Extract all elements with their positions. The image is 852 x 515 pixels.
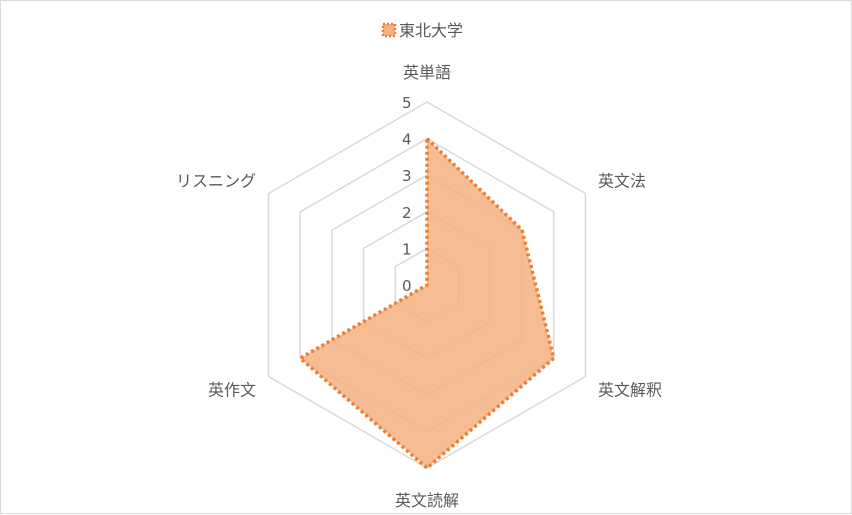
axis-label-3: 英文読解 (395, 491, 459, 510)
tick-label-5: 5 (402, 94, 412, 112)
tick-label-4: 4 (402, 131, 412, 149)
axis-label-1: 英文法 (598, 172, 646, 191)
tick-label-2: 2 (402, 204, 412, 222)
radar-series (298, 136, 556, 470)
legend-swatch (381, 22, 397, 38)
axis-label-5: リスニング (176, 172, 256, 191)
radar-ticks: 0 1 2 3 4 5 (402, 94, 412, 295)
legend-label: 東北大学 (399, 21, 463, 40)
legend: 東北大学 (381, 21, 463, 40)
axis-label-4: 英作文 (208, 381, 256, 400)
tick-label-3: 3 (402, 167, 412, 185)
axis-label-0: 英単語 (403, 63, 451, 82)
series-area-0 (300, 138, 554, 468)
tick-label-1: 1 (402, 240, 412, 258)
tick-label-0: 0 (402, 277, 412, 295)
series-line-0 (298, 136, 556, 470)
axis-label-2: 英文解釈 (598, 381, 662, 400)
